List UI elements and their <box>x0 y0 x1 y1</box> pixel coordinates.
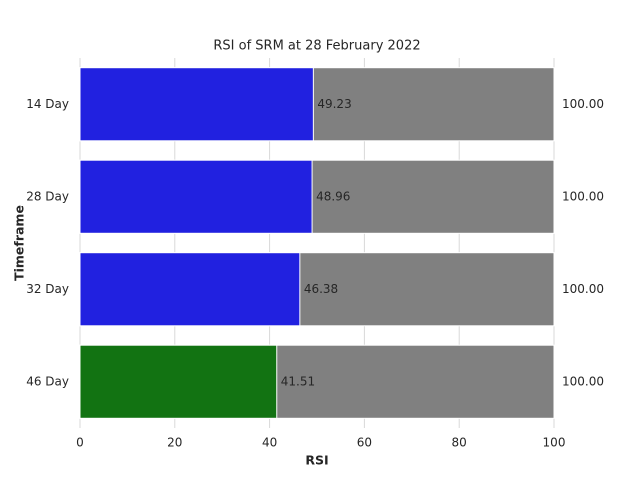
y-tick-label: 28 Day <box>26 189 69 203</box>
data-label: 48.96 <box>316 189 350 203</box>
y-tick-label: 46 Day <box>26 374 69 388</box>
y-tick-label: 14 Day <box>26 97 69 111</box>
bar <box>79 252 301 327</box>
bar <box>79 159 313 234</box>
data-label: 100.00 <box>562 97 604 111</box>
x-tick-label: 100 <box>543 436 566 450</box>
data-label: 100.00 <box>562 374 604 388</box>
x-tick-label: 40 <box>262 436 277 450</box>
data-label: 100.00 <box>562 189 604 203</box>
x-axis-label: RSI <box>305 453 328 468</box>
data-label: 49.23 <box>317 97 351 111</box>
data-label: 100.00 <box>562 282 604 296</box>
bar <box>79 344 278 419</box>
x-tick-label: 0 <box>76 436 84 450</box>
chart-title: RSI of SRM at 28 February 2022 <box>213 39 420 54</box>
data-label: 46.38 <box>304 282 338 296</box>
labels: 14 Day 100.00 49.23 28 Day 100.00 48.96 32 Day… <box>26 97 604 389</box>
x-tick-label: 60 <box>357 436 372 450</box>
x-tick-label: 80 <box>452 436 467 450</box>
y-axis-label: Timeframe <box>12 205 27 281</box>
data-label: 41.51 <box>281 374 315 388</box>
y-tick-label: 32 Day <box>26 282 69 296</box>
bar <box>79 67 314 142</box>
x-tick-label: 20 <box>167 436 182 450</box>
bars <box>79 67 555 419</box>
